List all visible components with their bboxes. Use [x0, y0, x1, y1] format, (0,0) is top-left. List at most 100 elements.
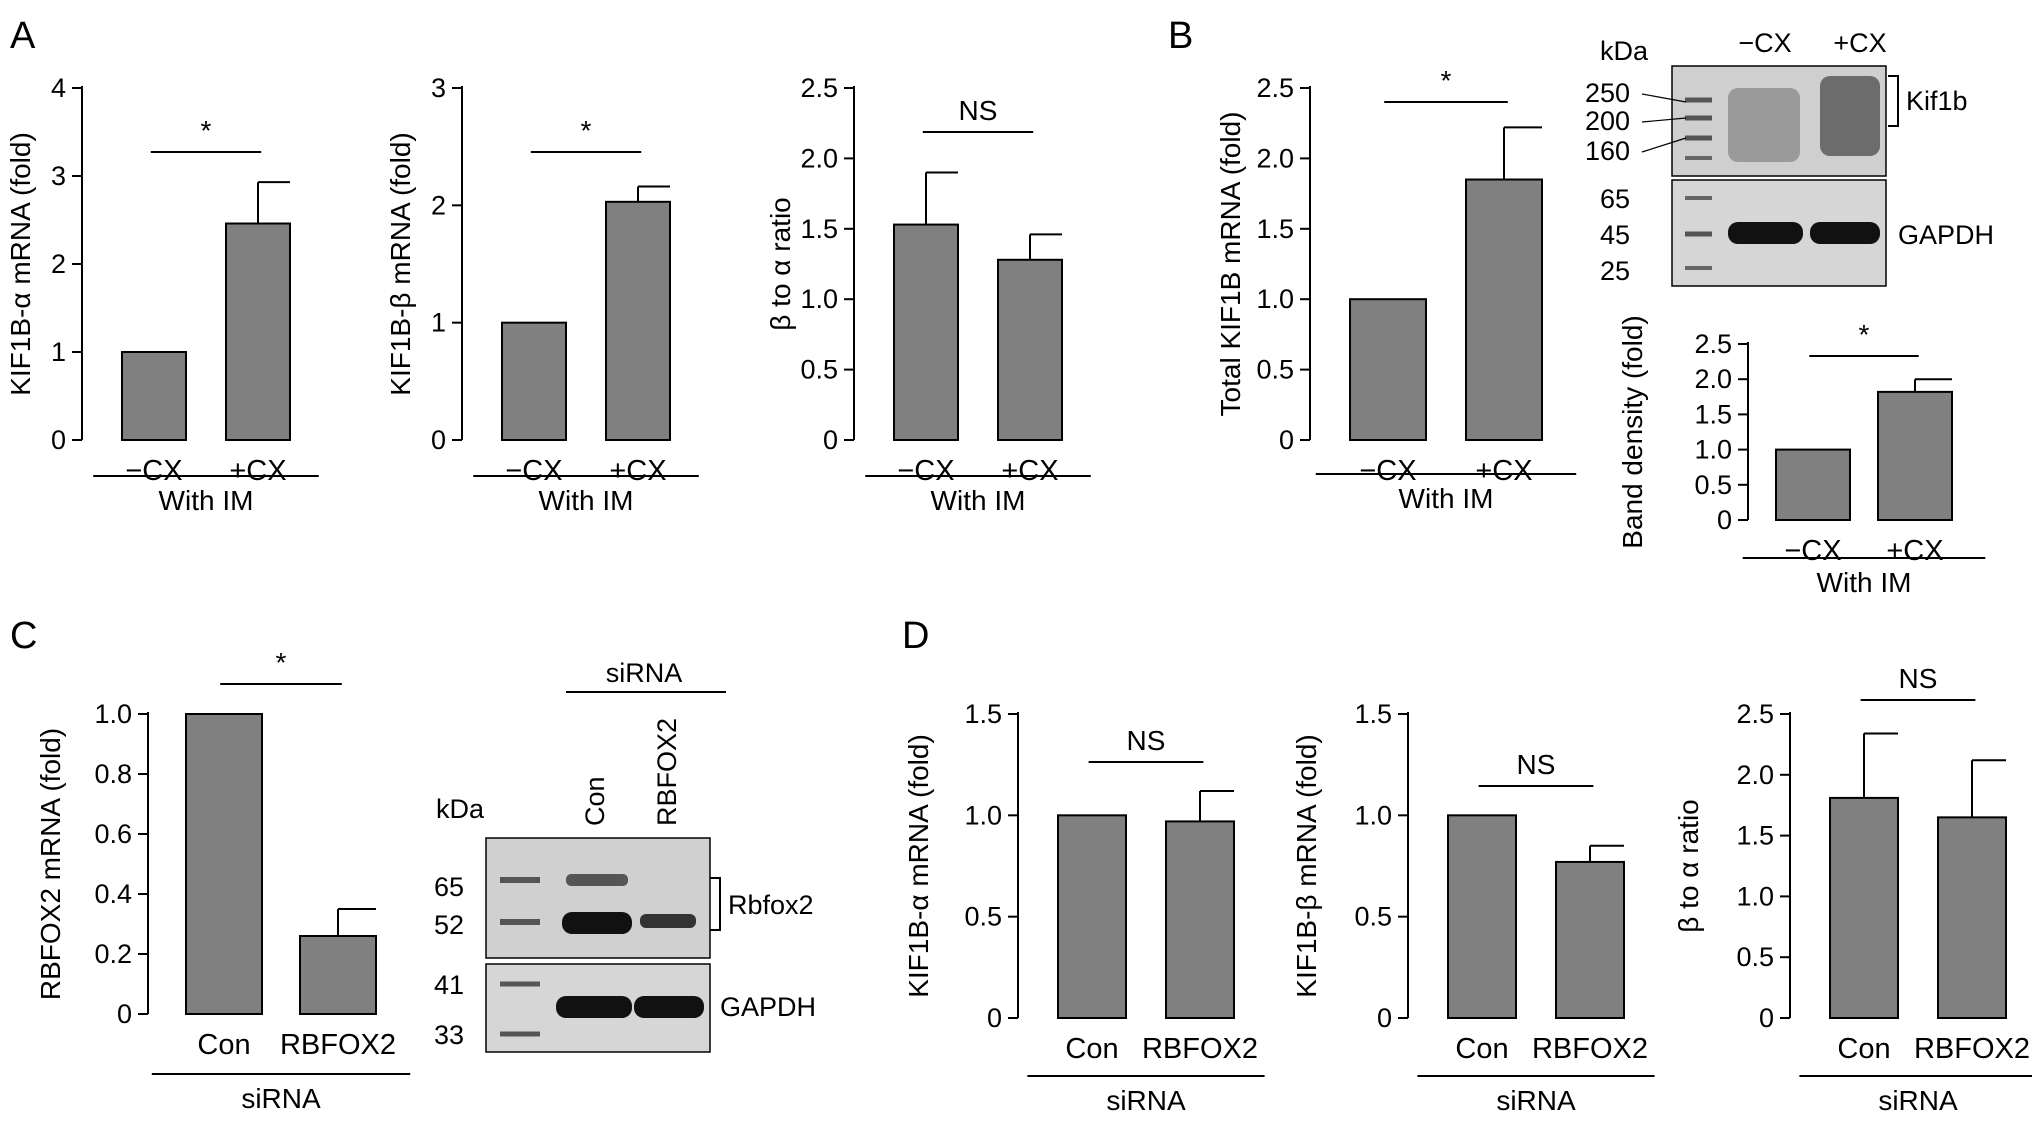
bar [1165, 820, 1235, 1019]
chart-b1: 0 0.5 1.0 1.5 2.0 2.5 Total KIF1B mRNA (fold) −… [1215, 65, 1577, 514]
category-label: +CX [1886, 535, 1943, 567]
blot-b-band [1810, 222, 1880, 244]
significance-label: * [276, 647, 287, 678]
blot-c-marker: 65 [434, 872, 464, 902]
y-tick-label: 2.0 [1256, 143, 1294, 173]
y-axis-label: KIF1B-β mRNA (fold) [385, 132, 416, 395]
y-tick-label: 0.6 [94, 819, 132, 849]
y-axis-label: KIF1B-α mRNA (fold) [5, 132, 36, 396]
significance-label: NS [1517, 749, 1556, 780]
significance-label: * [581, 115, 592, 146]
marker-leader [1641, 117, 1687, 123]
category-label: +CX [609, 455, 666, 487]
bar [1555, 860, 1625, 1019]
panel-label-b: B [1168, 15, 1193, 57]
y-tick-label: 0.4 [94, 879, 132, 909]
y-axis-label: β to α ratio [765, 197, 796, 330]
bar [605, 200, 671, 441]
blot-b-protein-bottom: GAPDH [1898, 220, 1994, 250]
chart-b2: 0 0.5 1.0 1.5 2.0 2.5 Band density (fold) −CX +C… [1617, 315, 1986, 598]
y-tick-label: 4 [51, 73, 66, 103]
y-tick-label: 0 [1759, 1003, 1774, 1033]
y-tick-label: 0.5 [1694, 470, 1732, 500]
y-axis-label: β to α ratio [1673, 799, 1704, 932]
y-tick-label: 1.5 [1256, 214, 1294, 244]
significance-label: * [1441, 65, 1452, 96]
y-tick-label: 1.0 [1694, 435, 1732, 465]
bar [1057, 814, 1127, 1019]
blot-c-band [566, 874, 628, 886]
y-tick-label: 0.5 [1256, 355, 1294, 385]
y-tick-label: 2.5 [1694, 329, 1732, 359]
blot-b-marker: 65 [1600, 184, 1630, 214]
panel-label-d: D [902, 615, 929, 657]
y-tick-label: 0 [431, 425, 446, 455]
y-tick-label: 1.5 [1354, 699, 1392, 729]
category-label: −CX [125, 455, 182, 487]
category-label: Con [1065, 1033, 1118, 1065]
category-label: RBFOX2 [1532, 1033, 1648, 1065]
bar [1937, 816, 2007, 1019]
y-tick-label: 1.5 [1736, 821, 1774, 851]
blot-c-protein-bottom: GAPDH [720, 992, 816, 1022]
blot-b-band [1728, 222, 1803, 244]
y-tick-label: 3 [51, 161, 66, 191]
bar [225, 222, 291, 441]
chart-d3: 0 0.5 1.0 1.5 2.0 2.5 β to α ratio Con RBFOX2 siR… [1673, 663, 2032, 1116]
y-tick-label: 0.5 [800, 355, 838, 385]
y-tick-label: 1.0 [94, 699, 132, 729]
category-label: RBFOX2 [1142, 1033, 1258, 1065]
blot-c-band [634, 996, 704, 1018]
category-label: Con [1837, 1033, 1890, 1065]
y-tick-label: 0 [1377, 1003, 1392, 1033]
category-label: Con [197, 1029, 250, 1061]
category-label: −CX [1784, 535, 1841, 567]
blot-c-kda-label: kDa [436, 794, 485, 824]
y-axis-label: KIF1B-β mRNA (fold) [1291, 734, 1322, 997]
bar [1829, 796, 1899, 1019]
group-label: siRNA [241, 1083, 321, 1114]
blot-c-band [562, 912, 632, 934]
blot-c-lane-label: RBFOX2 [652, 718, 682, 826]
blot-c-band [640, 914, 696, 928]
y-tick-label: 2 [51, 249, 66, 279]
y-tick-label: 1 [431, 308, 446, 338]
bar [121, 351, 187, 441]
group-label: siRNA [1878, 1085, 1958, 1116]
category-label: +CX [229, 455, 286, 487]
y-tick-label: 0 [823, 425, 838, 455]
blot-b-marker: 45 [1600, 220, 1630, 250]
bar [1349, 298, 1427, 442]
y-tick-label: 1.0 [1354, 800, 1392, 830]
blot-c-header: siRNA [606, 658, 683, 688]
blot-c-marker: 52 [434, 910, 464, 940]
category-label: RBFOX2 [1914, 1033, 2030, 1065]
blot-b-marker: 250 [1585, 78, 1630, 108]
bar [1447, 814, 1517, 1019]
blot-b-marker: 25 [1600, 256, 1630, 286]
blot-b-lane-label: +CX [1833, 28, 1886, 58]
bar [185, 713, 263, 1015]
category-label: RBFOX2 [280, 1029, 396, 1061]
significance-label: NS [1127, 725, 1166, 756]
y-tick-label: 2.5 [800, 73, 838, 103]
blot-c-marker: 41 [434, 970, 464, 1000]
category-label: +CX [1475, 455, 1532, 487]
y-tick-label: 2.5 [1256, 73, 1294, 103]
western-blot-kif1b: kDa −CX +CX 250 200 160 Kif1b 65 45 25 G… [1585, 28, 1994, 287]
category-label: −CX [505, 455, 562, 487]
y-tick-label: 0.5 [1736, 942, 1774, 972]
y-tick-label: 0.8 [94, 759, 132, 789]
blot-b-smear [1820, 76, 1880, 156]
blot-b-smear [1728, 88, 1800, 162]
blot-c-top-membrane [485, 837, 711, 959]
bar [1775, 448, 1851, 522]
blot-b-protein-top: Kif1b [1906, 86, 1968, 116]
significance-label: NS [1899, 663, 1938, 694]
y-tick-label: 1.0 [964, 800, 1002, 830]
